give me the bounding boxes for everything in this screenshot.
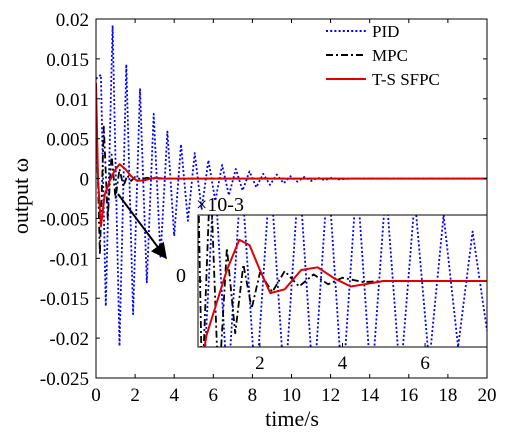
- x-axis-label: time/s: [265, 406, 319, 431]
- x-tick-label: 20: [478, 385, 497, 406]
- y-tick-label: -0.005: [40, 209, 89, 230]
- y-tick-label: 0.005: [46, 130, 89, 151]
- x-tick-label: 6: [209, 385, 219, 406]
- inset-x-tick-label: 4: [338, 353, 348, 374]
- series-line-t-s-sfpc: [96, 82, 487, 228]
- main-series-layer: [96, 24, 487, 348]
- legend-label: T-S SFPC: [372, 70, 440, 89]
- x-tick-label: 4: [169, 385, 179, 406]
- y-tick-label: -0.015: [40, 289, 89, 310]
- inset-exponent-label: ×10-3: [196, 194, 244, 216]
- inset-x-tick-label: 2: [255, 353, 265, 374]
- inset-y-tick-label-0: 0: [176, 265, 186, 287]
- main-x-ticks: 0 2 4 6 8 10 12 14 16 18 20: [91, 19, 497, 406]
- y-tick-label: -0.025: [40, 369, 89, 390]
- main-y-ticks: 0.02 0.015 0.01 0.005 0 -0.005 -0.01 -0.015 -0.0…: [40, 10, 487, 390]
- x-tick-label: 0: [91, 385, 101, 406]
- y-tick-label: -0.01: [49, 249, 89, 270]
- inset-x-tick-label: 6: [420, 353, 430, 374]
- x-tick-label: 12: [321, 385, 340, 406]
- x-tick-label: 16: [399, 385, 418, 406]
- zoom-arrow: [117, 193, 167, 260]
- inset-series-line-pid: [204, 215, 487, 347]
- x-tick-label: 18: [438, 385, 457, 406]
- legend-label: MPC: [372, 46, 408, 65]
- y-axis-label: output ω: [8, 158, 33, 234]
- inset-x-ticks: 2 4 6: [198, 280, 430, 374]
- x-tick-label: 10: [282, 385, 301, 406]
- legend-label: PID: [372, 22, 399, 41]
- x-tick-label: 2: [130, 385, 140, 406]
- y-tick-label: 0: [80, 170, 90, 191]
- inset-series-line-t-s-sfpc: [203, 238, 487, 347]
- x-tick-label: 8: [248, 385, 258, 406]
- series-line-pid: [96, 24, 487, 348]
- y-tick-label: 0.015: [46, 50, 89, 71]
- y-tick-label: 0.01: [56, 90, 89, 111]
- y-tick-label: -0.02: [49, 329, 89, 350]
- x-tick-label: 14: [360, 385, 380, 406]
- y-tick-label: 0.02: [56, 10, 89, 31]
- legend: PID MPC T-S SFPC: [326, 22, 440, 89]
- inset-series-layer: [198, 215, 487, 347]
